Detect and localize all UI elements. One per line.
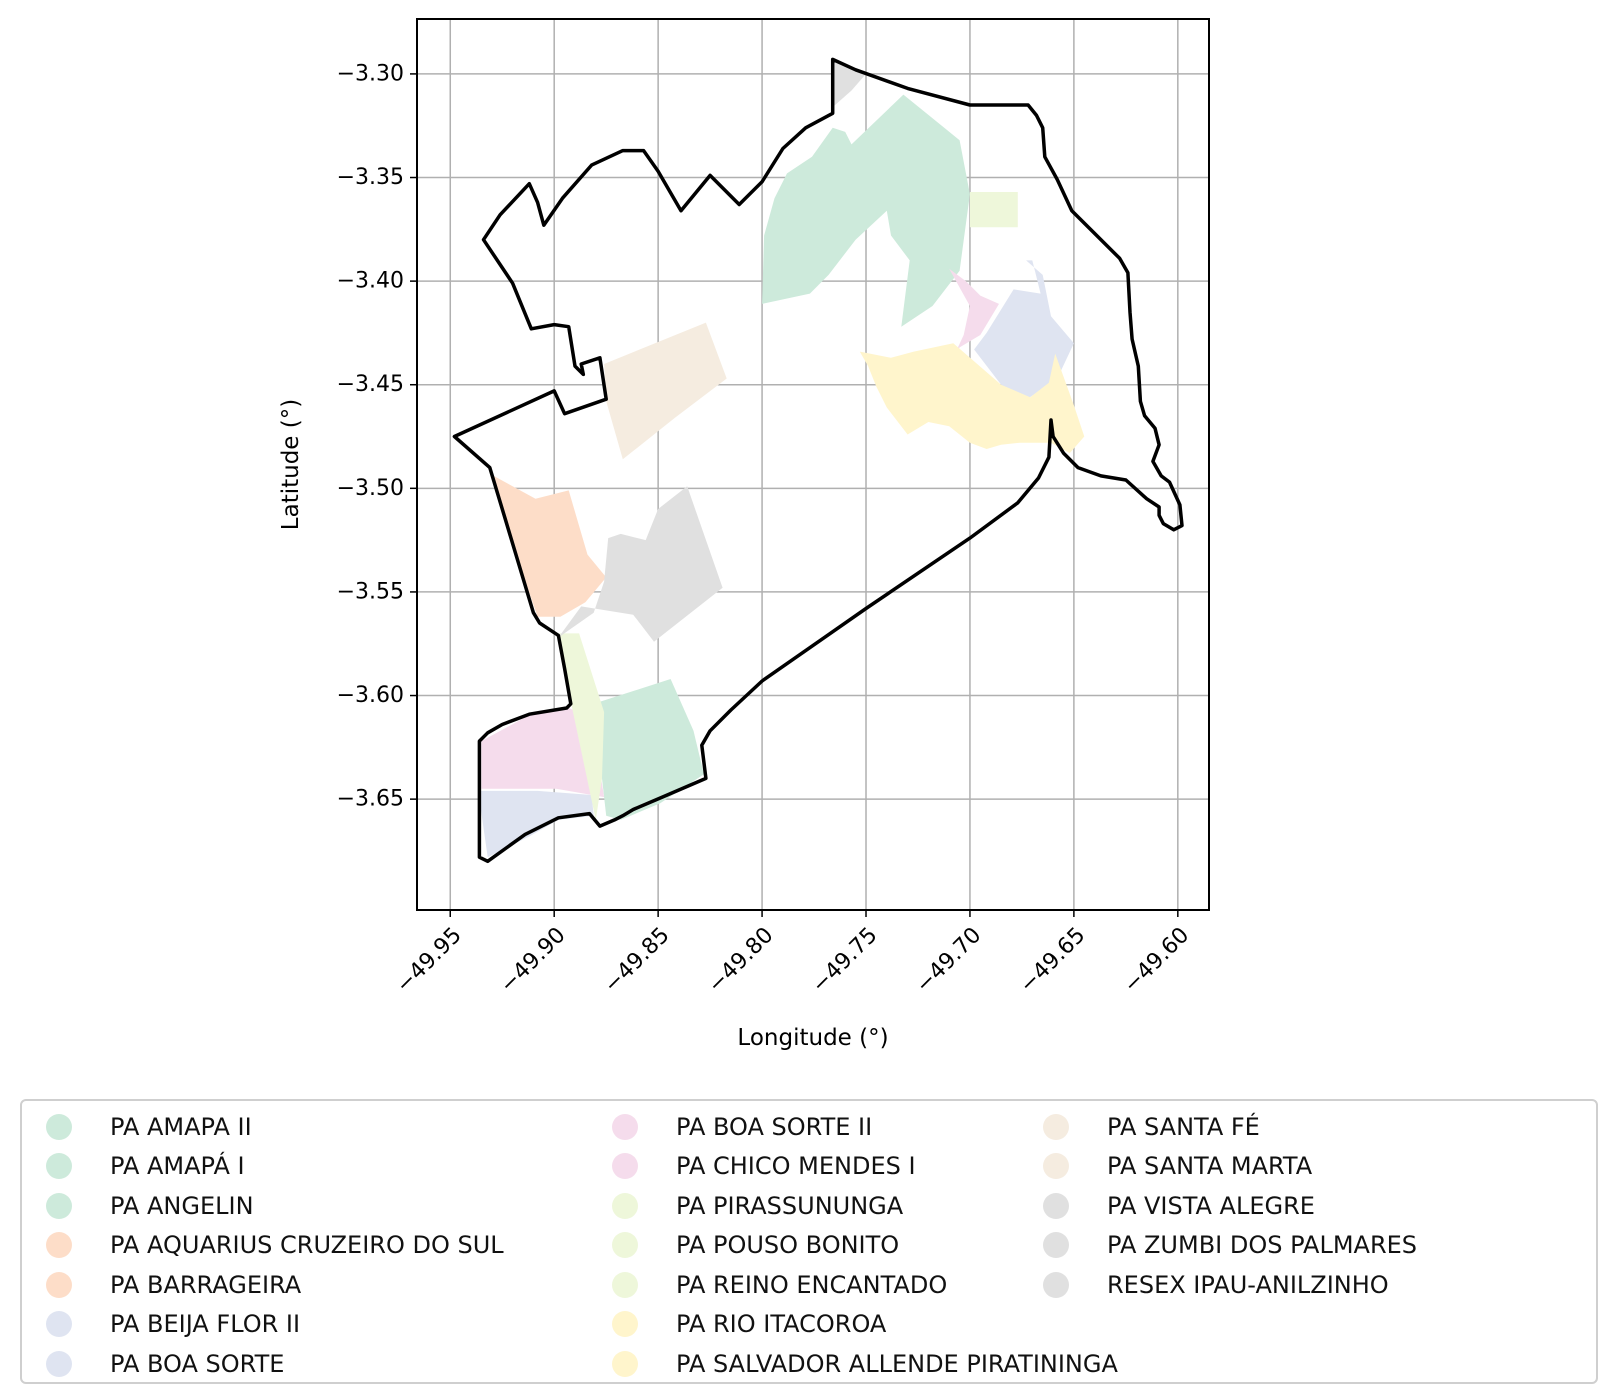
legend-label: PA SANTA FÉ bbox=[1107, 1112, 1260, 1141]
legend-label: PA AMAPÁ I bbox=[110, 1152, 245, 1181]
y-tick-label: −3.45 bbox=[337, 372, 404, 397]
legend-label: PA REINO ENCANTADO bbox=[676, 1270, 948, 1299]
legend-label: PA BARRAGEIRA bbox=[110, 1270, 302, 1299]
legend-label: PA SALVADOR ALLENDE PIRATININGA bbox=[676, 1349, 1118, 1378]
legend-marker bbox=[46, 1350, 72, 1377]
legend-item: PA BEIJA FLOR II bbox=[22, 1305, 504, 1345]
legend-label: PA VISTA ALEGRE bbox=[1107, 1191, 1315, 1220]
y-tick-label: −3.65 bbox=[337, 787, 404, 812]
legend-label: PA CHICO MENDES I bbox=[676, 1152, 916, 1181]
regions bbox=[479, 59, 1085, 858]
legend-item: PA VISTA ALEGRE bbox=[1019, 1186, 1417, 1226]
legend-marker bbox=[46, 1311, 72, 1338]
region-polygon bbox=[969, 192, 1018, 228]
ticks: −49.95 −49.90 −49.85 −49.80 −49.75 −49.70 −49.… bbox=[337, 61, 1195, 998]
y-axis-label: Latitude (°) bbox=[278, 399, 304, 530]
municipality-boundary-layer bbox=[452, 57, 1184, 864]
legend-item: PA PIRASSUNUNGA bbox=[588, 1186, 1118, 1226]
region-polygon bbox=[949, 268, 999, 362]
legend-marker bbox=[46, 1232, 72, 1259]
x-tick-label: −49.65 bbox=[1015, 923, 1090, 998]
region-polygon bbox=[599, 679, 704, 820]
legend-column: PA AMAPA II PA AMAPÁ I PA ANGELIN PA AQUARI… bbox=[22, 1107, 504, 1384]
legend-item: PA RIO ITACOROA bbox=[588, 1305, 1118, 1345]
legend-label: PA SANTA MARTA bbox=[1107, 1152, 1313, 1181]
legend-item: PA BOA SORTE II bbox=[588, 1107, 1118, 1147]
legend-label: PA BOA SORTE bbox=[110, 1349, 285, 1378]
legend-label: PA POUSO BONITO bbox=[676, 1231, 900, 1260]
region-polygon bbox=[489, 473, 607, 617]
legend-label: PA AMAPA II bbox=[110, 1112, 252, 1141]
x-tick-label: −49.70 bbox=[911, 923, 986, 998]
y-tick-label: −3.55 bbox=[337, 579, 404, 604]
legend-item: PA CHICO MENDES I bbox=[588, 1147, 1118, 1187]
legend-marker bbox=[612, 1192, 638, 1219]
region-polygon bbox=[558, 633, 605, 820]
y-tick-label: −3.40 bbox=[337, 269, 404, 294]
legend-item: PA AMAPA II bbox=[22, 1107, 504, 1147]
legend-item: PA ZUMBI DOS PALMARES bbox=[1019, 1226, 1417, 1266]
region-polygon bbox=[762, 94, 970, 327]
legend-marker bbox=[1043, 1153, 1069, 1180]
legend-column: PA SANTA FÉ PA SANTA MARTA PA VISTA ALEGRE… bbox=[1019, 1107, 1417, 1305]
legend-label: PA ZUMBI DOS PALMARES bbox=[1107, 1231, 1418, 1260]
legend-marker bbox=[612, 1311, 638, 1338]
region-polygon bbox=[604, 322, 727, 460]
x-tick-label: −49.60 bbox=[1119, 923, 1194, 998]
legend: PA AMAPA II PA AMAPÁ I PA ANGELIN PA AQUARI… bbox=[20, 1099, 1598, 1384]
region-polygon bbox=[558, 486, 723, 642]
legend-item: PA SALVADOR ALLENDE PIRATININGA bbox=[588, 1344, 1118, 1384]
legend-marker bbox=[612, 1113, 638, 1140]
legend-column: PA BOA SORTE II PA CHICO MENDES I PA PIRAS… bbox=[588, 1107, 1118, 1384]
legend-label: PA ANGELIN bbox=[110, 1191, 254, 1220]
legend-label: RESEX IPAU-ANILZINHO bbox=[1107, 1270, 1389, 1299]
legend-item: PA AMAPÁ I bbox=[22, 1147, 504, 1187]
grid bbox=[417, 19, 1209, 910]
legend-label: PA PIRASSUNUNGA bbox=[676, 1191, 904, 1220]
legend-marker bbox=[612, 1232, 638, 1259]
legend-item: PA BARRAGEIRA bbox=[22, 1265, 504, 1305]
y-tick-label: −3.50 bbox=[337, 476, 404, 501]
map-figure: −49.95 −49.90 −49.85 −49.80 −49.75 −49.70 −49.… bbox=[278, 18, 1210, 1051]
region-polygon bbox=[859, 343, 1085, 454]
legend-marker bbox=[612, 1153, 638, 1180]
region-polygon bbox=[479, 790, 594, 858]
legend-label: PA AQUARIUS CRUZEIRO DO SUL bbox=[110, 1231, 504, 1260]
x-axis-label: Longitude (°) bbox=[737, 1025, 888, 1051]
legend-label: PA RIO ITACOROA bbox=[676, 1310, 887, 1339]
region-polygon bbox=[974, 260, 1074, 402]
legend-label: PA BOA SORTE II bbox=[676, 1112, 873, 1141]
y-tick-label: −3.35 bbox=[337, 165, 404, 190]
legend-item: PA AQUARIUS CRUZEIRO DO SUL bbox=[22, 1226, 504, 1266]
legend-marker bbox=[1043, 1113, 1069, 1140]
x-tick-label: −49.85 bbox=[599, 923, 674, 998]
x-tick-label: −49.80 bbox=[703, 923, 778, 998]
legend-marker bbox=[612, 1271, 638, 1298]
municipality-boundary bbox=[452, 57, 1184, 864]
legend-item: PA BOA SORTE bbox=[22, 1344, 504, 1384]
x-tick-label: −49.95 bbox=[391, 923, 466, 998]
legend-marker bbox=[612, 1350, 638, 1377]
legend-item: PA SANTA MARTA bbox=[1019, 1147, 1417, 1187]
legend-item: PA POUSO BONITO bbox=[588, 1226, 1118, 1266]
legend-item: PA ANGELIN bbox=[22, 1186, 504, 1226]
legend-marker bbox=[46, 1113, 72, 1140]
region-polygon bbox=[481, 708, 605, 798]
x-tick-label: −49.90 bbox=[495, 923, 570, 998]
legend-marker bbox=[46, 1192, 72, 1219]
y-tick-label: −3.30 bbox=[337, 61, 404, 86]
legend-item: RESEX IPAU-ANILZINHO bbox=[1019, 1265, 1417, 1305]
legend-item: PA SANTA FÉ bbox=[1019, 1107, 1417, 1147]
legend-marker bbox=[46, 1153, 72, 1180]
legend-marker bbox=[1043, 1232, 1069, 1259]
legend-item: PA REINO ENCANTADO bbox=[588, 1265, 1118, 1305]
legend-label: PA BEIJA FLOR II bbox=[110, 1310, 301, 1339]
plot-frame bbox=[416, 18, 1210, 911]
legend-marker bbox=[1043, 1271, 1069, 1298]
y-tick-label: −3.60 bbox=[337, 683, 404, 708]
legend-marker bbox=[46, 1271, 72, 1298]
legend-marker bbox=[1043, 1192, 1069, 1219]
x-tick-label: −49.75 bbox=[807, 923, 882, 998]
